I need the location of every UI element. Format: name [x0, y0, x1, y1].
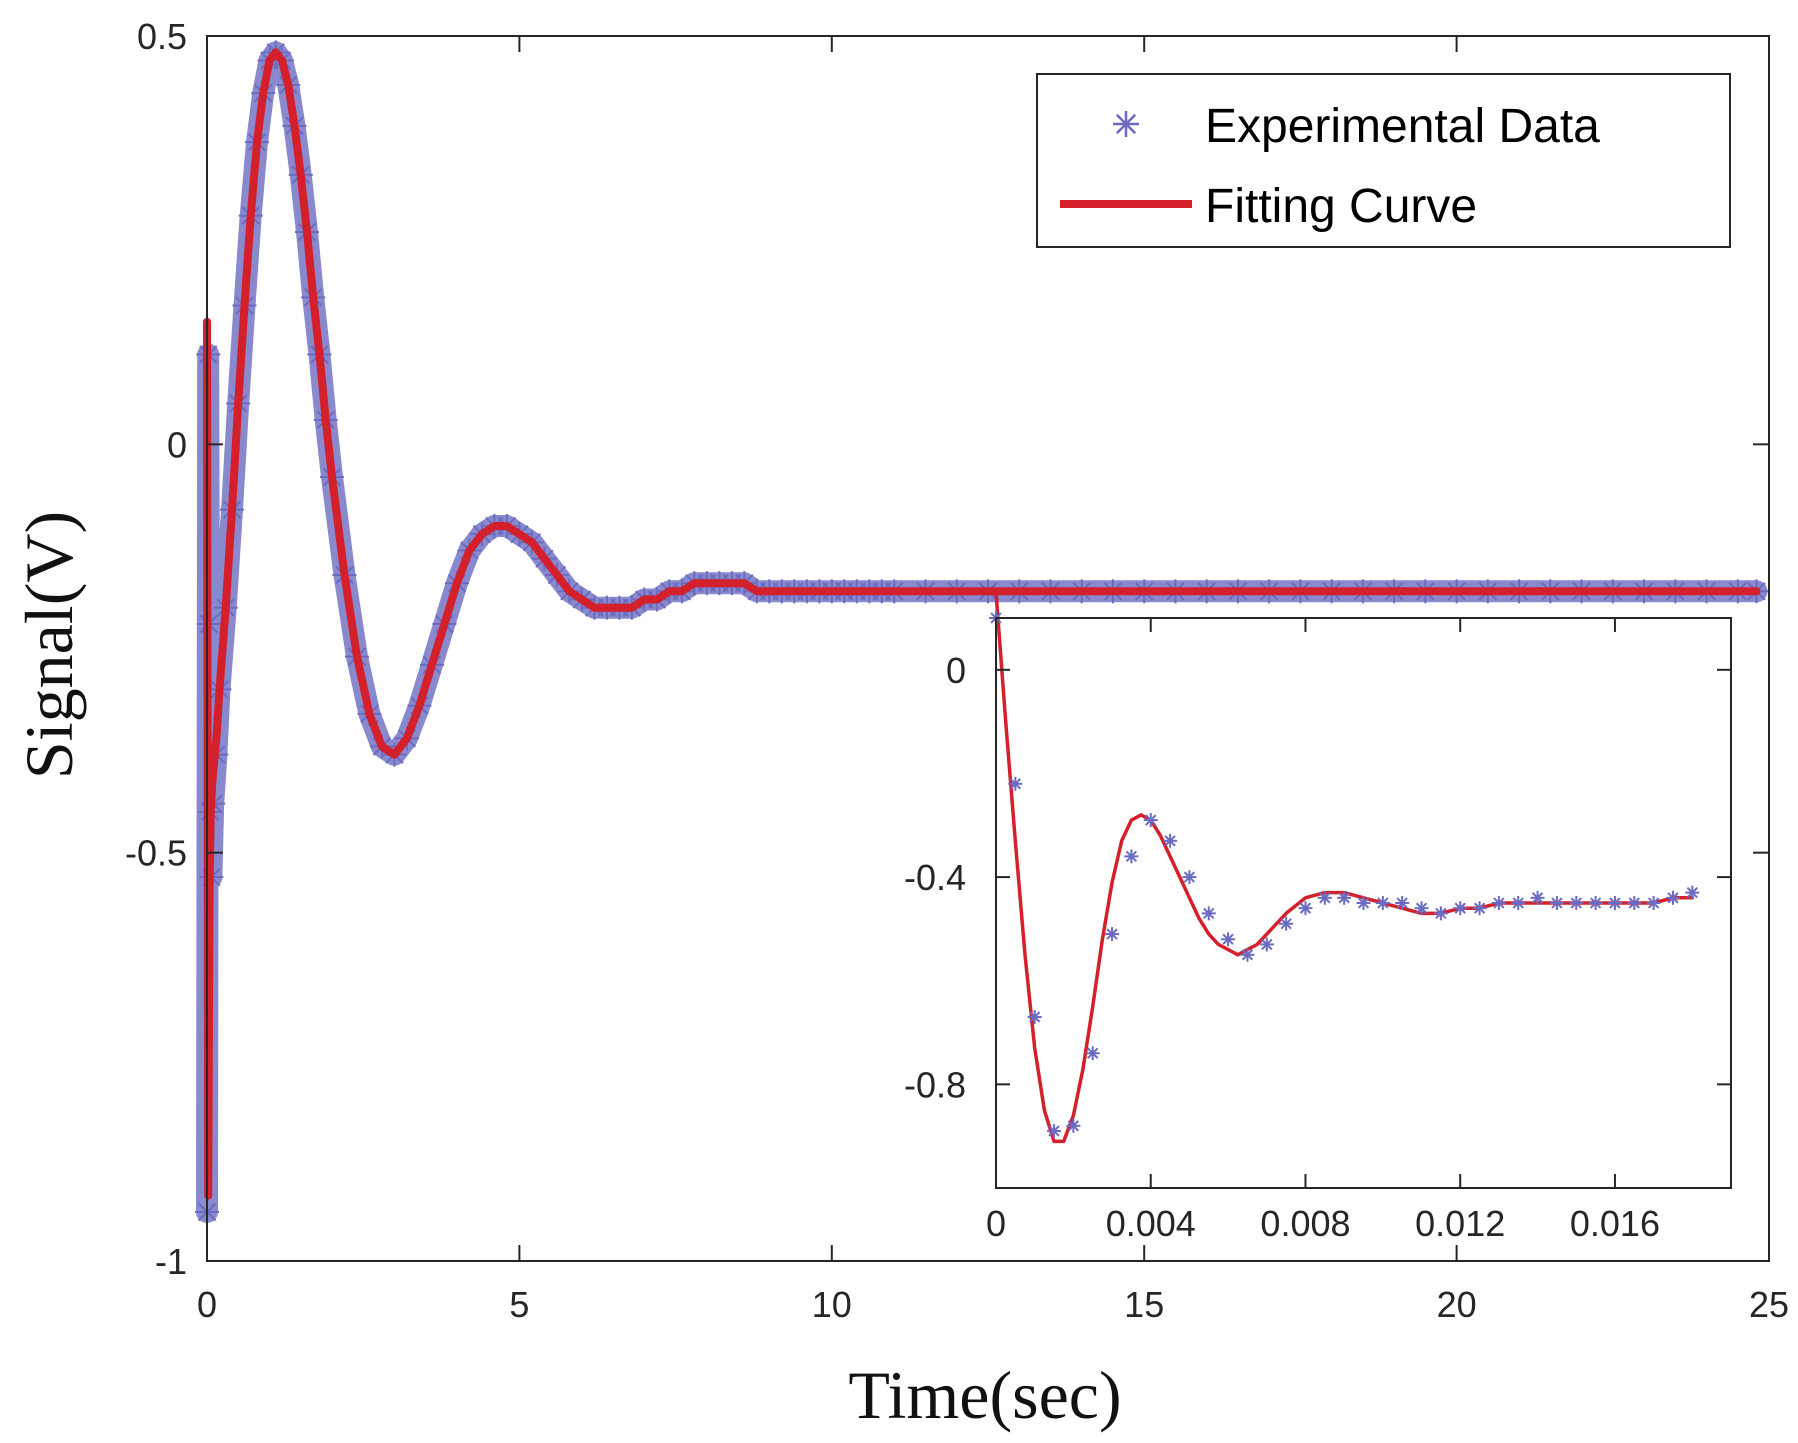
main-tick-labels: 0 5 10 15 20 25 0.5 0 -0.5 -1 [125, 16, 1789, 1325]
x-tick-label: 15 [1124, 1284, 1164, 1325]
y-axis-title: Signal(V) [11, 511, 87, 779]
x-axis-title: Time(sec) [848, 1357, 1121, 1433]
experimental-data-point [1182, 870, 1197, 885]
y-tick-label: -1 [155, 1241, 187, 1282]
fitting-curve-line [203, 48, 1761, 1200]
legend-asterisk-icon [1113, 111, 1139, 137]
inset-tick-labels: 0 0.004 0.008 0.012 0.016 0 -0.4 -0.8 [904, 650, 1660, 1244]
experimental-data-point [1395, 896, 1410, 910]
legend-label-experimental-data: Experimental Data [1205, 100, 1600, 153]
main-plot-frame [206, 35, 1770, 1262]
x-tick-label: 0 [986, 1203, 1006, 1244]
x-tick-label: 0 [197, 1284, 217, 1325]
y-tick-label: 0.5 [137, 16, 187, 57]
experimental-data-point [1163, 833, 1178, 848]
experimental-data-point [1008, 776, 1023, 791]
experimental-data-point [1569, 896, 1584, 910]
inset-experimental-data-series [989, 611, 1700, 1138]
x-tick-label: 0.012 [1415, 1203, 1505, 1244]
experimental-data-point [1588, 896, 1603, 910]
y-tick-label: -0.4 [904, 857, 966, 898]
experimental-data-point [1279, 916, 1294, 931]
experimental-data-point [1665, 890, 1680, 905]
experimental-data-point [1491, 896, 1506, 910]
experimental-data-point [1259, 937, 1274, 952]
inset-plot-frame [995, 617, 1732, 1189]
x-tick-label: 10 [812, 1284, 852, 1325]
main-plot: 0 5 10 15 20 25 0.5 0 -0.5 -1 [125, 16, 1789, 1325]
experimental-data-point [1105, 927, 1120, 942]
experimental-data-point [1047, 1124, 1062, 1138]
experimental-data-point [1240, 947, 1255, 962]
experimental-data-point [1356, 896, 1371, 910]
experimental-data-point [1221, 932, 1236, 947]
experimental-data-point [1085, 1046, 1100, 1061]
experimental-data-point [1627, 896, 1642, 910]
x-tick-label: 0.016 [1570, 1203, 1660, 1244]
x-tick-label: 5 [509, 1284, 529, 1325]
experimental-data-point [1511, 896, 1526, 910]
fitting-curve-series [203, 48, 1761, 1200]
experimental-data-point [1066, 1118, 1081, 1133]
fitting-curve-line [994, 590, 1695, 1144]
x-tick-label: 0.004 [1106, 1203, 1196, 1244]
experimental-data-point [1337, 890, 1352, 905]
experimental-data-point [1201, 906, 1216, 921]
experimental-data-point [1433, 906, 1448, 921]
x-tick-label: 20 [1437, 1284, 1477, 1325]
experimental-data-point [1298, 901, 1313, 916]
inset-plot: 0 0.004 0.008 0.012 0.016 0 -0.4 -0.8 [904, 590, 1732, 1244]
experimental-data-point [1646, 896, 1661, 910]
y-tick-label: -0.8 [904, 1064, 966, 1105]
experimental-data-point [1414, 901, 1429, 916]
legend: Experimental Data Fitting Curve [1036, 73, 1731, 248]
experimental-data-point [1375, 896, 1390, 910]
experimental-data-point [1607, 896, 1622, 910]
main-axis-ticks [206, 35, 1770, 1262]
x-tick-label: 0.008 [1260, 1203, 1350, 1244]
experimental-data-point [1453, 901, 1468, 916]
experimental-data-point [1027, 1010, 1042, 1024]
x-tick-label: 25 [1749, 1284, 1789, 1325]
legend-box [1036, 73, 1731, 248]
y-tick-label: 0 [167, 424, 187, 465]
experimental-data-point [1549, 896, 1564, 910]
y-tick-label: 0 [946, 650, 966, 691]
experimental-data-point [1685, 885, 1700, 900]
experimental-data-point [1317, 890, 1332, 905]
legend-asterisk-marker [1113, 111, 1139, 137]
experimental-data-point [1530, 890, 1545, 905]
experimental-data-point [1124, 849, 1139, 864]
legend-label-fitting-curve: Fitting Curve [1205, 180, 1477, 233]
inset-axis-ticks [995, 618, 1731, 1188]
experimental-data-point [1472, 901, 1487, 916]
y-tick-label: -0.5 [125, 833, 187, 874]
inset-fitting-curve-series [994, 590, 1695, 1144]
experimental-data-point [1143, 813, 1158, 828]
